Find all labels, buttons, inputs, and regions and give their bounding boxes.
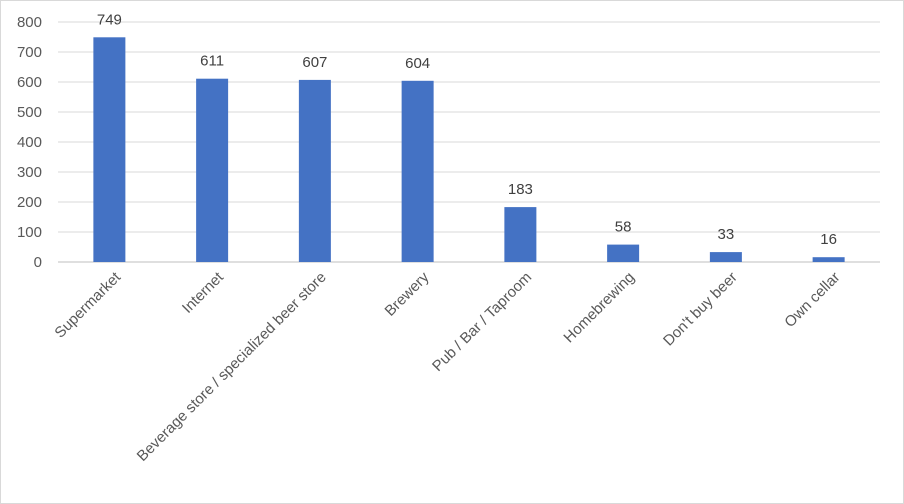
data-label: 749 — [97, 11, 122, 28]
y-tick-label: 800 — [17, 14, 42, 31]
x-tick-label: Homebrewing — [560, 269, 637, 346]
data-label: 183 — [508, 181, 533, 198]
y-tick-label: 0 — [34, 254, 42, 271]
bar — [812, 257, 845, 262]
data-label: 33 — [718, 226, 735, 243]
x-tick-label: Supermarket — [51, 268, 124, 341]
y-tick-label: 400 — [17, 134, 42, 151]
y-tick-label: 700 — [17, 44, 42, 61]
data-label: 607 — [302, 54, 327, 71]
bars — [93, 37, 845, 263]
x-tick-label: Beverage store / specialized beer store — [134, 269, 330, 465]
y-axis: 0 100 200 300 400 500 600 700 800 — [17, 14, 42, 271]
data-labels: 749 611 607 604 183 58 33 16 — [97, 11, 837, 248]
x-tick-label: Pub / Bar / Taproom — [429, 269, 535, 375]
x-tick-label: Don't buy beer — [660, 269, 741, 350]
bar — [196, 78, 229, 262]
bar — [504, 207, 537, 262]
bar — [709, 252, 742, 262]
x-tick-label: Own cellar — [781, 269, 843, 331]
bar — [607, 244, 640, 262]
y-tick-label: 500 — [17, 104, 42, 121]
data-label: 611 — [200, 53, 224, 70]
data-label: 604 — [405, 55, 430, 72]
y-tick-label: 300 — [17, 164, 42, 181]
bar — [298, 79, 331, 263]
x-tick-label: Brewery — [382, 268, 433, 319]
bar — [93, 37, 126, 262]
bar — [401, 80, 434, 262]
gridlines — [58, 21, 880, 263]
y-tick-label: 200 — [17, 194, 42, 211]
data-label: 16 — [820, 231, 837, 248]
data-label: 58 — [615, 219, 632, 236]
y-tick-label: 600 — [17, 74, 42, 91]
y-tick-label: 100 — [17, 224, 42, 241]
x-tick-label: Internet — [179, 268, 228, 317]
